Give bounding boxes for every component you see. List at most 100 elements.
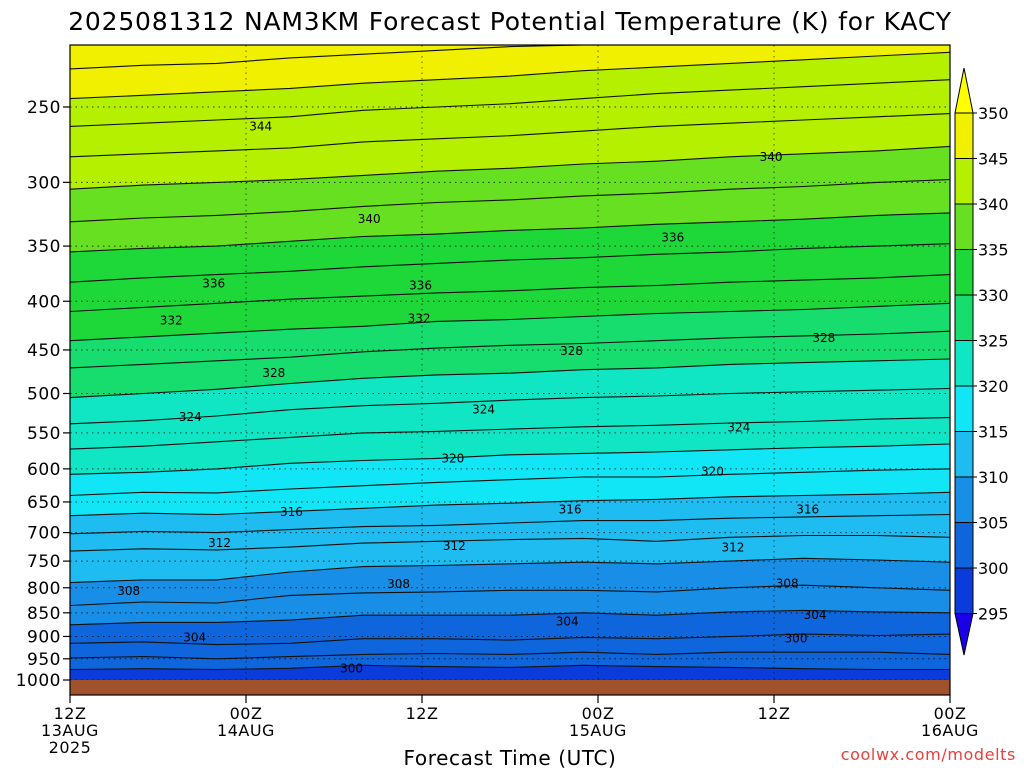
contour-label-316: 316: [280, 505, 303, 519]
x-tick-label: 16AUG: [921, 721, 979, 740]
contour-label-340: 340: [358, 212, 381, 226]
y-tick-label-300: 300: [27, 173, 61, 193]
contour-label-304: 304: [556, 614, 579, 628]
contour-label-328: 328: [560, 344, 583, 358]
contour-label-336: 336: [202, 276, 225, 290]
colorbar-segment-335: [954, 203, 974, 250]
contour-label-324: 324: [179, 410, 202, 424]
contour-label-300: 300: [340, 661, 363, 675]
colorbar-segment-305: [954, 476, 974, 523]
contour-322: [69, 417, 951, 450]
contour-300: [69, 664, 950, 671]
contour-324: [69, 387, 951, 425]
x-tick-label: 00Z: [582, 704, 615, 723]
contour-302: [69, 651, 951, 660]
x-tick-label: 12Z: [406, 704, 439, 723]
contour-label-308: 308: [117, 584, 140, 598]
contour-328: [69, 330, 951, 369]
contour-label-336: 336: [661, 231, 684, 245]
contour-332: [69, 274, 951, 313]
band-308: [70, 558, 950, 606]
colorbar-label-340: 340: [978, 195, 1009, 214]
colorbar-label-320: 320: [978, 377, 1009, 396]
contour-326: [69, 358, 951, 399]
colorbar-segment-295: [954, 567, 974, 614]
contour-338: [69, 179, 951, 223]
x-tick-label: 14AUG: [217, 721, 275, 740]
contour-336: [69, 212, 951, 253]
band-330: [70, 274, 950, 341]
filled-bands: [70, 45, 950, 680]
y-tick-label-500: 500: [27, 384, 61, 404]
contour-label-316: 316: [559, 503, 582, 517]
band-300: [70, 652, 950, 670]
band-302: [70, 634, 950, 659]
colorbar-label-300: 300: [978, 559, 1009, 578]
y-tick-label-700: 700: [27, 524, 61, 544]
colorbar-label-295: 295: [978, 605, 1009, 624]
contour-label-328: 328: [812, 331, 835, 345]
band-above-348: [70, 45, 950, 69]
contour-344: [69, 79, 951, 127]
band-324: [70, 359, 950, 424]
contour-330: [69, 302, 951, 342]
contour-334: [69, 243, 951, 283]
band-322: [70, 388, 950, 450]
band-316: [70, 468, 950, 516]
colorbar-label-310: 310: [978, 468, 1009, 487]
gridlines: [70, 45, 950, 681]
band-332: [70, 243, 950, 312]
y-axis: 250 300 350 400 450 500 550 600 650 700 750 800 850 9…: [16, 98, 70, 691]
band-340: [70, 113, 950, 190]
y-tick-label-950: 950: [27, 650, 61, 670]
y-tick-label-350: 350: [27, 237, 61, 257]
x-tick-label: 12Z: [758, 704, 791, 723]
chart-title: 2025081312 NAM3KM Forecast Potential Tem…: [68, 7, 952, 36]
colorbar-arrow-bottom: [954, 613, 974, 656]
y-tick-label-650: 650: [27, 493, 61, 513]
band-320: [70, 417, 950, 475]
contour-314: [69, 513, 951, 535]
contour-316: [69, 491, 951, 517]
band-334: [70, 212, 950, 283]
x-tick-label: 2025: [49, 738, 92, 757]
colorbar-label-330: 330: [978, 286, 1009, 305]
contour-340: [69, 145, 951, 190]
contour-label-332: 332: [160, 313, 183, 327]
contour-label-308: 308: [387, 577, 410, 591]
band-318: [70, 444, 950, 496]
contour-308: [69, 584, 951, 607]
band-below-300: [70, 665, 950, 680]
contour-lines: [69, 44, 951, 671]
contour-label-336: 336: [409, 278, 432, 292]
ground-surface: [70, 680, 950, 695]
y-tick-label-850: 850: [27, 604, 61, 624]
colorbar-label-325: 325: [978, 332, 1009, 351]
y-tick-label-800: 800: [27, 579, 61, 599]
plot-frame: [69, 44, 951, 696]
credit-text: coolwx.com/modelts: [841, 745, 1016, 764]
contour-label-332: 332: [408, 311, 431, 325]
contour-label-300: 300: [785, 632, 808, 646]
contour-label-308: 308: [776, 577, 799, 591]
band-336: [70, 179, 950, 252]
colorbar-segment-320: [954, 340, 974, 387]
colorbar-label-305: 305: [978, 514, 1009, 533]
contour-label-344: 344: [249, 119, 272, 133]
colorbar-segment-315: [954, 385, 974, 432]
y-tick-label-400: 400: [27, 292, 61, 312]
band-342: [70, 79, 950, 157]
colorbar-label-345: 345: [978, 150, 1009, 169]
x-tick-label: 12Z: [54, 704, 87, 723]
y-tick-label-250: 250: [27, 98, 61, 118]
contour-label-316: 316: [796, 503, 819, 517]
x-axis-label: Forecast Time (UTC): [404, 746, 617, 768]
contour-label-324: 324: [727, 421, 750, 435]
colorbar-segment-340: [954, 158, 974, 205]
contour-label-328: 328: [262, 366, 285, 380]
contour-label-312: 312: [721, 541, 744, 555]
contour-346: [69, 51, 951, 100]
contour-label-304: 304: [183, 630, 206, 644]
